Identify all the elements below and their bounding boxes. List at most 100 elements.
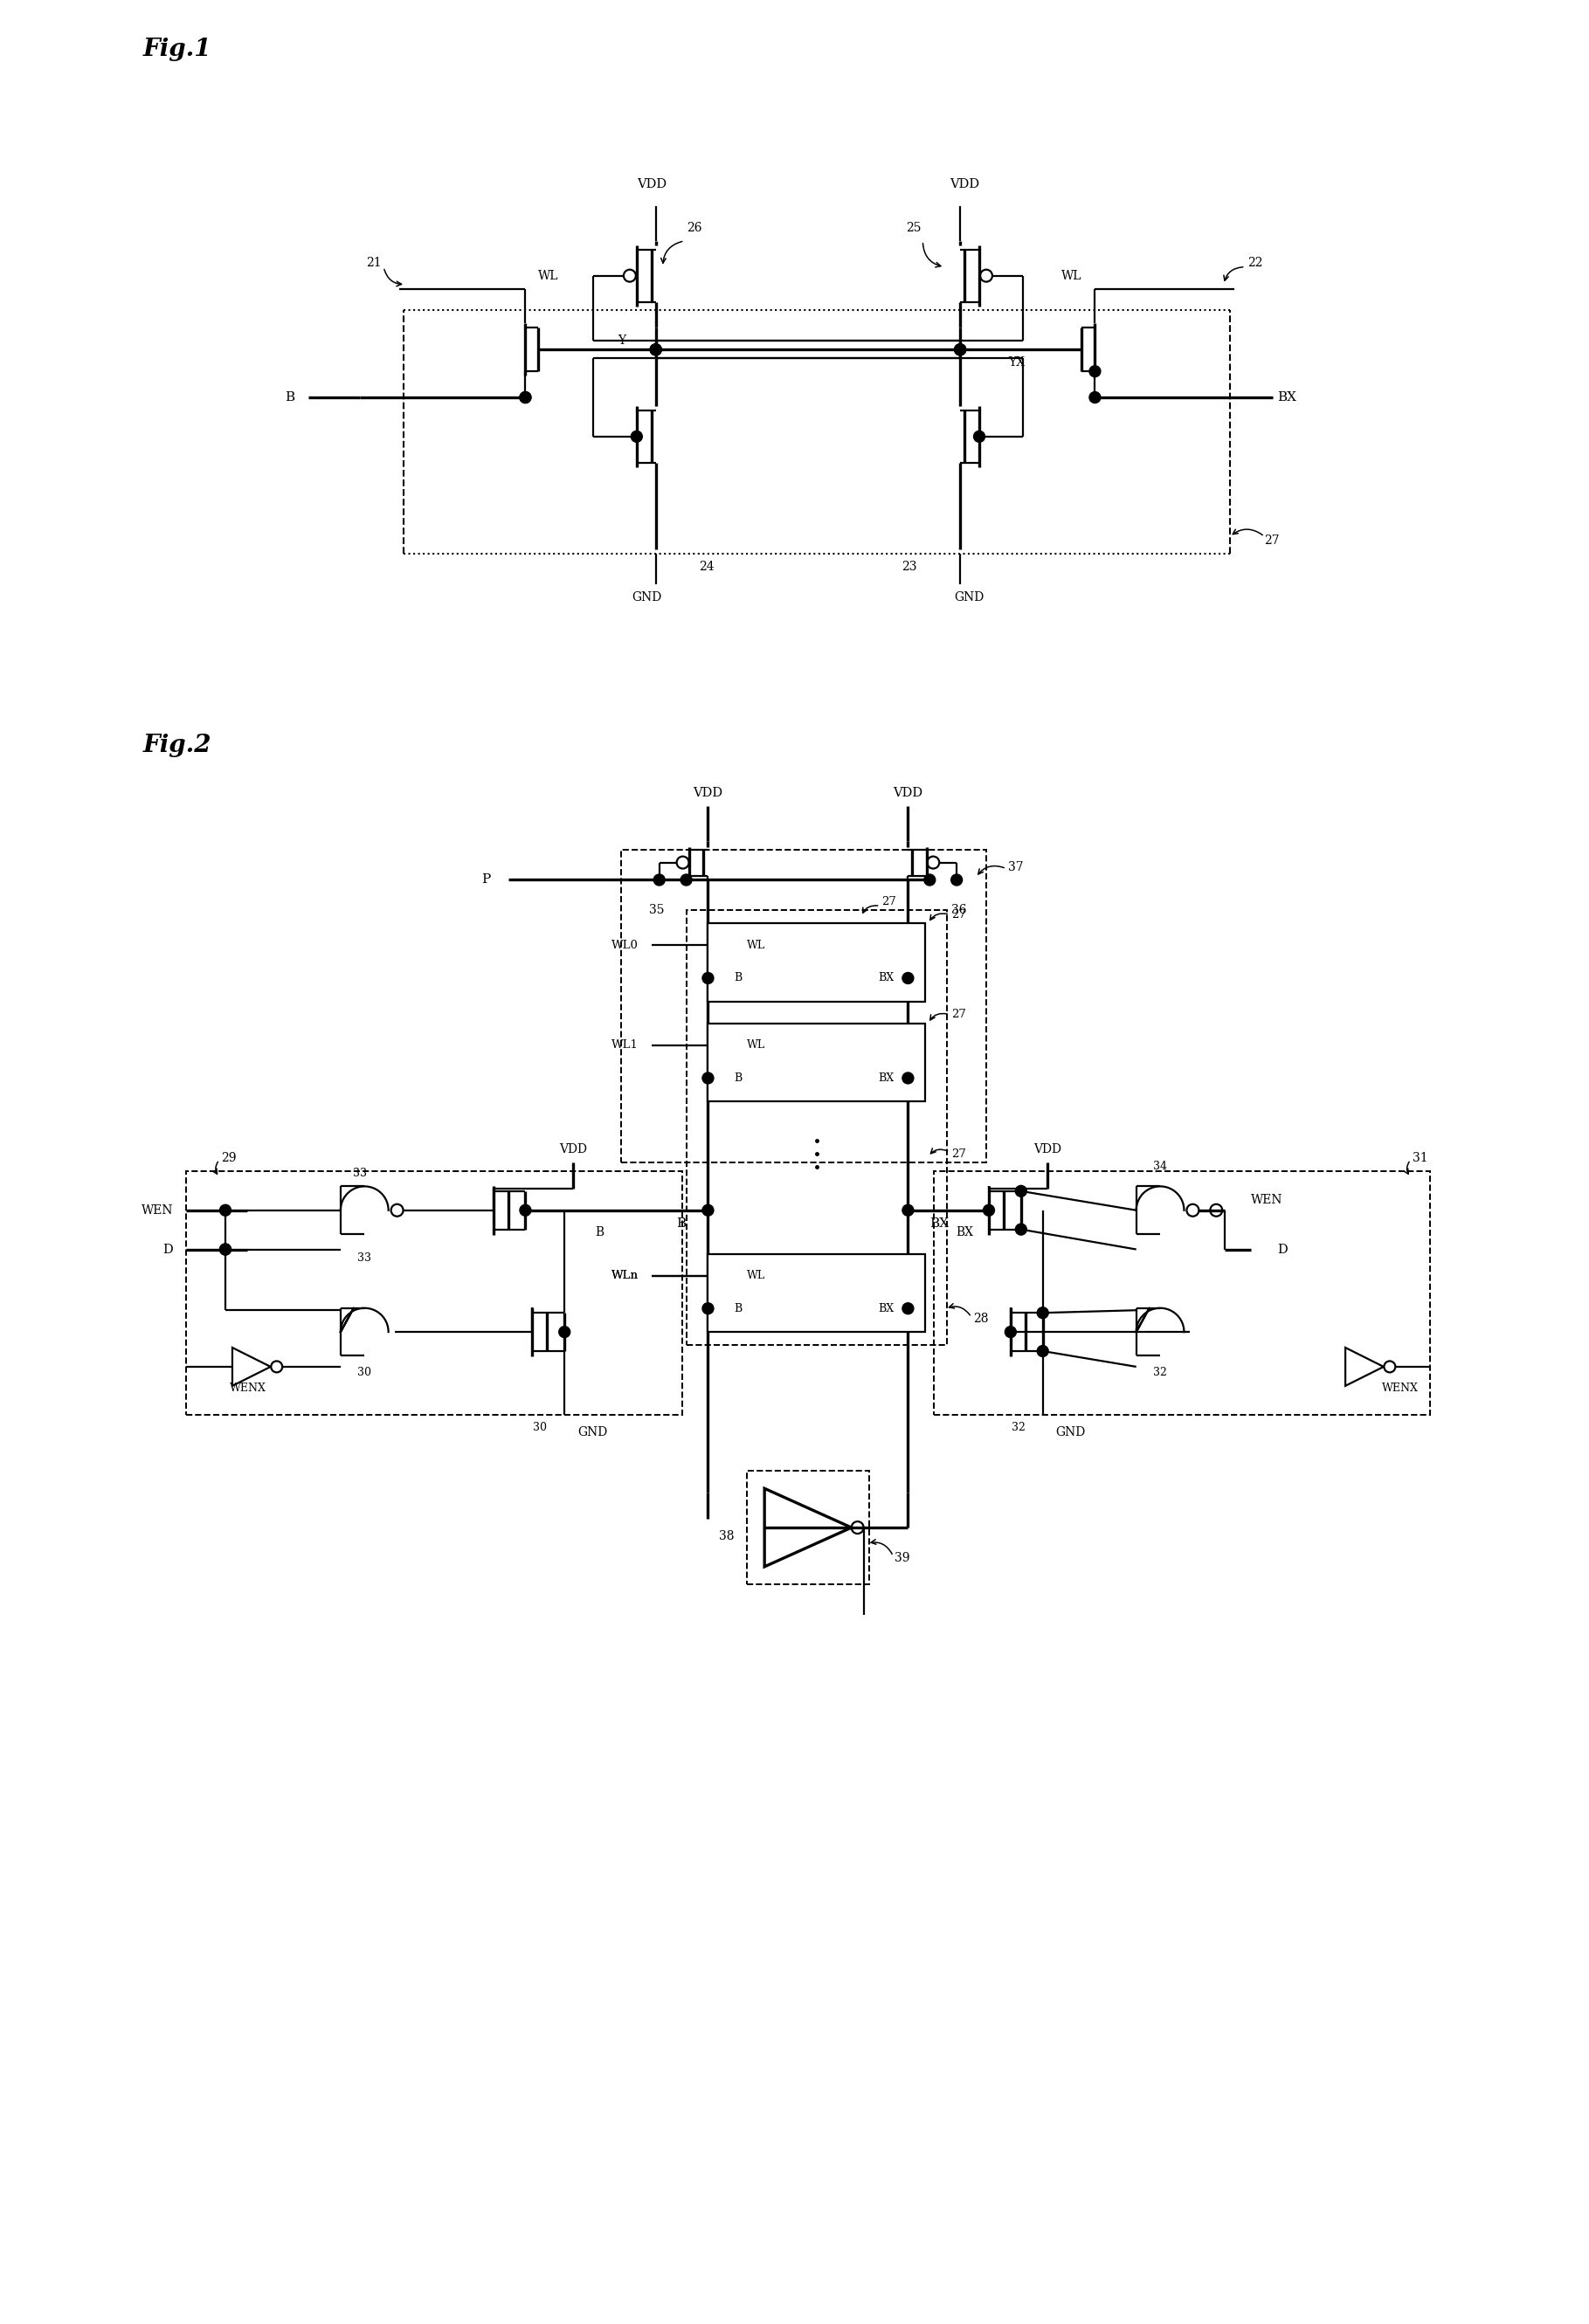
Bar bbox=[709, 1023, 925, 1102]
Bar bbox=[709, 923, 925, 1002]
Text: Fig.1: Fig.1 bbox=[143, 37, 211, 60]
Circle shape bbox=[1015, 1225, 1026, 1234]
Text: B: B bbox=[677, 1218, 686, 1229]
Circle shape bbox=[903, 1204, 914, 1215]
Circle shape bbox=[903, 971, 914, 983]
Text: BX: BX bbox=[957, 1225, 974, 1239]
Text: 39: 39 bbox=[895, 1552, 910, 1564]
Text: 27: 27 bbox=[952, 909, 966, 920]
Circle shape bbox=[1038, 1306, 1049, 1318]
Text: WLn: WLn bbox=[612, 1269, 639, 1281]
Text: BX: BX bbox=[879, 971, 895, 983]
Text: 25: 25 bbox=[906, 221, 922, 235]
Text: VDD: VDD bbox=[893, 788, 923, 799]
Text: BX: BX bbox=[879, 1071, 895, 1083]
Text: 32: 32 bbox=[1012, 1422, 1025, 1434]
Circle shape bbox=[903, 1304, 914, 1313]
Circle shape bbox=[702, 971, 713, 983]
Circle shape bbox=[955, 344, 966, 356]
Text: 27: 27 bbox=[882, 897, 896, 906]
Circle shape bbox=[680, 874, 691, 885]
Text: VDD: VDD bbox=[693, 788, 723, 799]
Circle shape bbox=[559, 1327, 570, 1339]
Circle shape bbox=[955, 344, 966, 356]
Text: B: B bbox=[734, 1304, 742, 1313]
Circle shape bbox=[702, 1204, 713, 1215]
Circle shape bbox=[650, 344, 661, 356]
Text: 37: 37 bbox=[1007, 860, 1023, 874]
Text: WENX: WENX bbox=[1382, 1383, 1419, 1394]
Circle shape bbox=[520, 1204, 531, 1215]
Text: B: B bbox=[734, 971, 742, 983]
Text: 29: 29 bbox=[221, 1153, 237, 1164]
Text: GND: GND bbox=[953, 590, 984, 604]
Text: GND: GND bbox=[577, 1427, 607, 1439]
Text: VDD: VDD bbox=[1033, 1143, 1061, 1155]
Text: 23: 23 bbox=[901, 560, 917, 574]
Circle shape bbox=[974, 430, 985, 442]
Text: 28: 28 bbox=[972, 1313, 988, 1325]
Text: 32: 32 bbox=[1154, 1367, 1166, 1378]
Text: D: D bbox=[164, 1243, 173, 1255]
Text: 34: 34 bbox=[1154, 1162, 1168, 1174]
Circle shape bbox=[631, 430, 642, 442]
Text: 30: 30 bbox=[358, 1367, 372, 1378]
Text: 38: 38 bbox=[718, 1529, 734, 1543]
Circle shape bbox=[903, 1071, 914, 1083]
Circle shape bbox=[1090, 393, 1101, 402]
Circle shape bbox=[219, 1204, 230, 1215]
Bar bbox=[621, 851, 987, 1162]
Text: 33: 33 bbox=[353, 1167, 367, 1178]
Circle shape bbox=[702, 1071, 713, 1083]
Text: Fig.2: Fig.2 bbox=[143, 734, 211, 758]
Circle shape bbox=[1004, 1327, 1017, 1339]
Bar bbox=[709, 1253, 925, 1332]
Text: WL: WL bbox=[539, 270, 559, 281]
Text: 27: 27 bbox=[1265, 535, 1279, 546]
Text: 24: 24 bbox=[699, 560, 715, 574]
Bar bbox=[934, 1171, 1430, 1415]
Text: 27: 27 bbox=[952, 1009, 966, 1020]
Circle shape bbox=[955, 344, 966, 356]
Text: WL: WL bbox=[747, 1269, 764, 1281]
Text: WL: WL bbox=[747, 1039, 764, 1050]
Text: WENX: WENX bbox=[230, 1383, 267, 1394]
Text: 21: 21 bbox=[367, 256, 381, 270]
Bar bbox=[747, 1471, 869, 1585]
Text: WL: WL bbox=[1061, 270, 1082, 281]
Circle shape bbox=[650, 344, 661, 356]
Text: BX: BX bbox=[1278, 390, 1297, 404]
Text: 35: 35 bbox=[650, 904, 664, 916]
Text: VDD: VDD bbox=[637, 179, 666, 191]
Circle shape bbox=[1090, 365, 1101, 376]
Circle shape bbox=[219, 1243, 230, 1255]
Bar bbox=[686, 911, 947, 1346]
Text: B: B bbox=[594, 1225, 604, 1239]
Circle shape bbox=[520, 393, 531, 402]
Text: 36: 36 bbox=[952, 904, 966, 916]
Text: WEN: WEN bbox=[1251, 1195, 1282, 1206]
Text: VDD: VDD bbox=[950, 179, 979, 191]
Text: 22: 22 bbox=[1247, 256, 1262, 270]
Text: VDD: VDD bbox=[559, 1143, 588, 1155]
Circle shape bbox=[219, 1243, 230, 1255]
Circle shape bbox=[1038, 1346, 1049, 1357]
Text: 30: 30 bbox=[534, 1422, 547, 1434]
Text: B: B bbox=[734, 1071, 742, 1083]
Text: P: P bbox=[481, 874, 491, 885]
Text: 33: 33 bbox=[358, 1253, 372, 1264]
Circle shape bbox=[952, 874, 963, 885]
Text: 26: 26 bbox=[686, 221, 701, 235]
Text: WL0: WL0 bbox=[612, 939, 639, 951]
Circle shape bbox=[702, 1304, 713, 1313]
Text: 31: 31 bbox=[1413, 1153, 1427, 1164]
Text: WL: WL bbox=[747, 939, 764, 951]
Text: B: B bbox=[284, 390, 296, 404]
Circle shape bbox=[984, 1204, 995, 1215]
Text: Y: Y bbox=[618, 335, 626, 346]
Text: BX: BX bbox=[930, 1218, 949, 1229]
Circle shape bbox=[1015, 1185, 1026, 1197]
Circle shape bbox=[925, 874, 936, 885]
Text: GND: GND bbox=[632, 590, 663, 604]
Text: WEN: WEN bbox=[141, 1204, 173, 1215]
